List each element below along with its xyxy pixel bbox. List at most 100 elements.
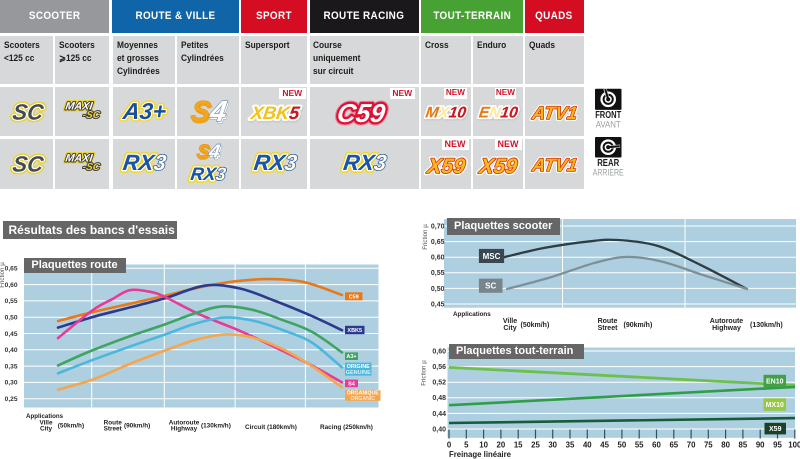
svg-text:95: 95 (773, 441, 782, 450)
svg-text:City: City (40, 425, 53, 432)
svg-text:XBK5: XBK5 (249, 103, 302, 123)
svg-text:EN10: EN10 (478, 106, 519, 123)
svg-text:MX10: MX10 (424, 105, 467, 122)
svg-text:10: 10 (479, 441, 488, 450)
svg-text:S4: S4 (189, 96, 229, 128)
svg-text:ATV1: ATV1 (530, 103, 578, 123)
svg-text:65: 65 (669, 441, 678, 450)
svg-text:45: 45 (600, 441, 609, 450)
svg-text:0,65: 0,65 (431, 239, 445, 246)
svg-text:20: 20 (497, 441, 506, 450)
svg-text:A3+: A3+ (121, 98, 168, 124)
svg-text:0,48: 0,48 (432, 395, 446, 402)
svg-text:(50km/h): (50km/h) (521, 322, 550, 329)
svg-text:50: 50 (618, 441, 627, 450)
svg-text:Street: Street (104, 425, 123, 432)
svg-text:Highway: Highway (712, 325, 741, 332)
svg-text:Friction µ: Friction µ (422, 224, 429, 250)
svg-text:0,25: 0,25 (5, 396, 18, 403)
svg-text:X59: X59 (477, 155, 519, 178)
svg-text:RX3: RX3 (252, 150, 299, 175)
svg-text:S4: S4 (195, 142, 222, 163)
svg-text:Street: Street (598, 325, 619, 332)
svg-text:MX10: MX10 (766, 402, 784, 409)
svg-text:C59: C59 (335, 98, 387, 128)
svg-text:MAXI: MAXI (65, 101, 95, 113)
svg-text:Friction µ: Friction µ (0, 262, 6, 288)
svg-text:RX3: RX3 (189, 164, 227, 184)
svg-text:RX3: RX3 (252, 150, 299, 175)
svg-text:0,70: 0,70 (431, 223, 445, 230)
svg-text:ATV1: ATV1 (530, 155, 578, 175)
svg-text:Applications: Applications (26, 413, 64, 420)
svg-text:MAXI: MAXI (65, 101, 95, 113)
svg-text:0,55: 0,55 (5, 298, 18, 305)
svg-text:(130km/h): (130km/h) (750, 322, 783, 329)
svg-text:RX3: RX3 (189, 164, 227, 184)
svg-text:RX3: RX3 (189, 164, 227, 184)
svg-text:35: 35 (566, 441, 575, 450)
svg-text:RX3: RX3 (342, 150, 389, 175)
svg-text:0,30: 0,30 (5, 380, 18, 387)
svg-text:REAR: REAR (597, 157, 619, 169)
svg-text:30: 30 (548, 441, 557, 450)
svg-text:Friction µ: Friction µ (421, 360, 428, 386)
svg-text:(90km/h): (90km/h) (624, 322, 653, 329)
svg-text:XBK5: XBK5 (347, 328, 362, 334)
svg-text:S4: S4 (195, 142, 222, 163)
svg-text:SC: SC (11, 152, 46, 177)
svg-text:ORGANIC: ORGANIC (351, 396, 376, 402)
svg-text:60: 60 (652, 441, 661, 450)
svg-text:City: City (503, 325, 516, 332)
svg-text:EN10: EN10 (478, 105, 519, 122)
svg-text:0,60: 0,60 (431, 255, 445, 262)
svg-text:Highway: Highway (171, 425, 198, 432)
svg-text:Ville: Ville (39, 419, 52, 426)
svg-text:0,60: 0,60 (432, 348, 446, 355)
svg-text:Route: Route (104, 419, 123, 426)
svg-text:0,50: 0,50 (5, 315, 18, 322)
svg-text:0,60: 0,60 (5, 282, 18, 289)
svg-text:C59: C59 (349, 294, 359, 300)
svg-text:Freinage linéaire: Freinage linéaire (449, 450, 512, 459)
svg-text:EN10: EN10 (766, 379, 784, 386)
svg-text:0,45: 0,45 (5, 331, 18, 338)
svg-text:75: 75 (704, 441, 713, 450)
svg-text:ATV1: ATV1 (530, 155, 578, 175)
svg-text:90: 90 (756, 441, 765, 450)
svg-text:0,40: 0,40 (5, 347, 18, 354)
svg-text:15: 15 (514, 441, 523, 450)
svg-text:EN10: EN10 (478, 105, 519, 122)
svg-text:C59: C59 (335, 98, 387, 128)
svg-text:X59: X59 (477, 155, 519, 178)
svg-text:X59: X59 (769, 426, 782, 433)
svg-text:Ville: Ville (503, 318, 517, 325)
svg-text:25: 25 (531, 441, 540, 450)
svg-text:5: 5 (464, 441, 469, 450)
svg-text:Circuit (180km/h): Circuit (180km/h) (245, 424, 297, 431)
svg-text:A3+: A3+ (121, 98, 168, 124)
svg-text:0: 0 (447, 441, 452, 450)
svg-text:0,40: 0,40 (432, 426, 446, 433)
svg-text:0,52: 0,52 (432, 380, 446, 387)
svg-text:RX3: RX3 (342, 150, 389, 175)
svg-text:70: 70 (687, 441, 696, 450)
svg-text:Autoroute: Autoroute (169, 419, 200, 426)
svg-text:Applications: Applications (453, 311, 491, 318)
svg-text:S4: S4 (190, 98, 230, 130)
svg-text:ATV1: ATV1 (530, 103, 578, 123)
svg-text:0,50: 0,50 (431, 286, 445, 293)
svg-text:100: 100 (788, 441, 800, 450)
svg-text:RX3: RX3 (342, 150, 389, 175)
svg-text:MSC: MSC (483, 252, 501, 261)
svg-text:(130km/h): (130km/h) (201, 423, 231, 430)
svg-text:0,44: 0,44 (432, 411, 446, 418)
svg-text:MX10: MX10 (425, 106, 468, 123)
svg-text:0,65: 0,65 (5, 266, 18, 273)
svg-text:S4: S4 (348, 381, 356, 387)
svg-text:Autoroute: Autoroute (710, 318, 744, 325)
svg-text:SC: SC (485, 282, 496, 291)
svg-text:Route: Route (598, 318, 618, 325)
svg-text:(50km/h): (50km/h) (58, 423, 84, 430)
svg-text:Racing (250km/h): Racing (250km/h) (320, 424, 373, 431)
